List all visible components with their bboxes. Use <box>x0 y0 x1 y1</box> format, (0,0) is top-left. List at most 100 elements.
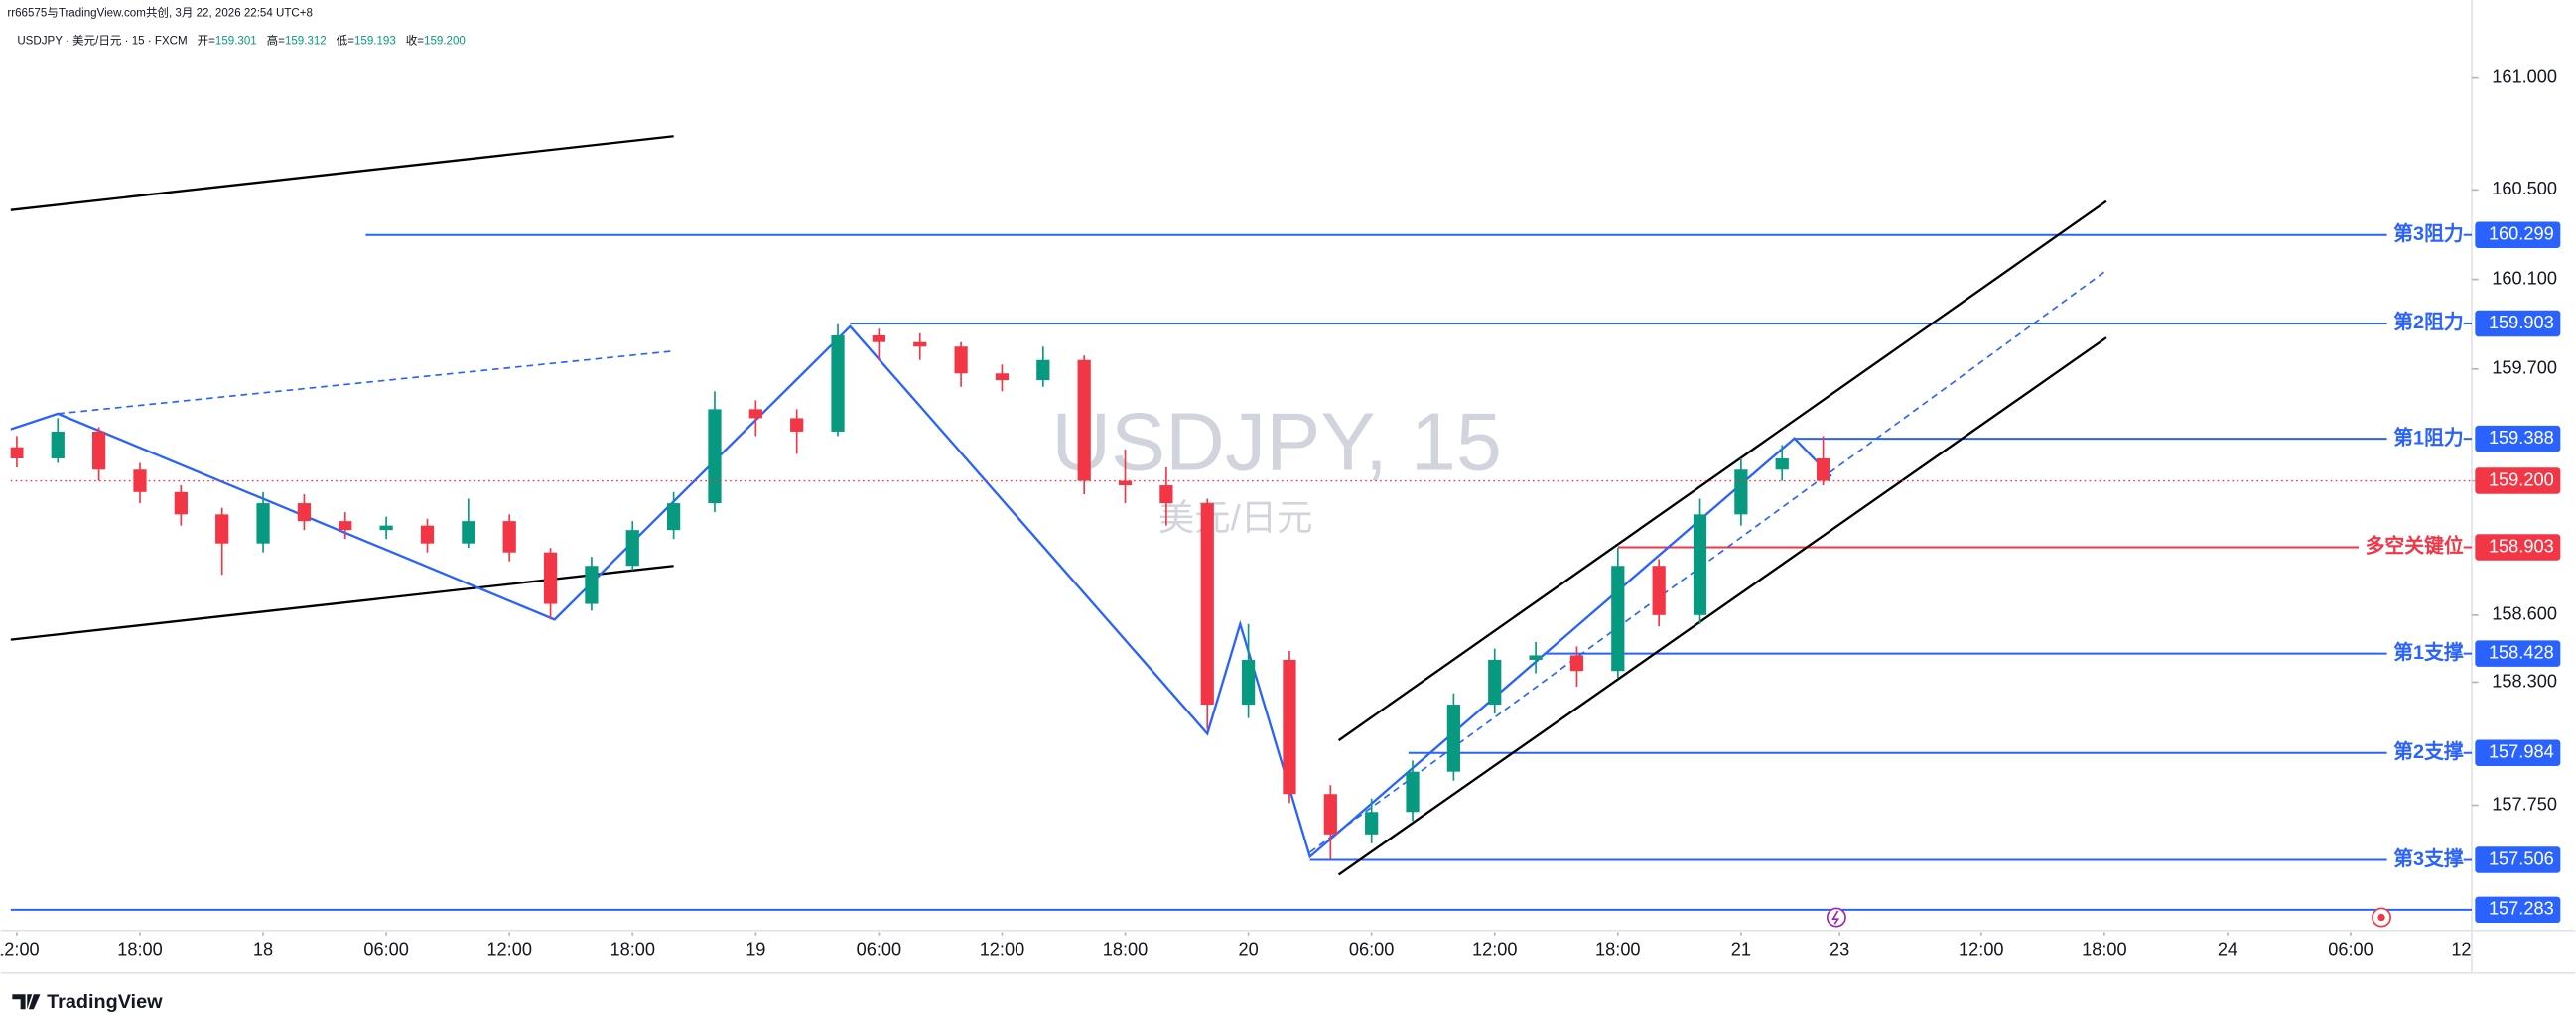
dashed-trend-line <box>1309 269 2107 853</box>
candle-body <box>1077 359 1091 481</box>
candle-body <box>1488 659 1502 706</box>
candle-body <box>1323 794 1337 835</box>
event-icon[interactable] <box>1827 907 1846 928</box>
trend-line <box>10 135 674 211</box>
x-tick-label: 18 <box>253 939 273 959</box>
y-tick-label: 157.750 <box>2492 794 2557 814</box>
x-tick-label: 12:00 <box>1472 939 1518 959</box>
candle-body <box>872 334 886 342</box>
candle-body <box>1816 457 1830 481</box>
ohlc-value: 159.301 <box>215 35 257 47</box>
candle-body <box>1446 705 1460 772</box>
y-tick-label: 160.500 <box>2492 179 2557 198</box>
candle-body <box>748 409 762 419</box>
symbol-legend: USDJPY · 美元/日元 · 15 · FXCM 开= 159.301 高= 15… <box>17 33 466 47</box>
level-name: 第2支撑 <box>2393 740 2464 763</box>
x-tick-label: 23 <box>1830 939 1849 959</box>
candle-body <box>1036 359 1050 381</box>
candle-body <box>256 503 270 544</box>
x-tick-label: 06:00 <box>857 939 902 959</box>
price-axis: 161.000 160.500 160.100 159.700 159.200 158.6… <box>2472 66 2561 924</box>
x-tick-label: 12:00 <box>486 939 532 959</box>
candle-body <box>625 530 639 567</box>
trend-line <box>10 565 674 641</box>
candle-body <box>995 373 1010 381</box>
brand-mark <box>12 994 41 1010</box>
candle-body <box>379 525 393 531</box>
candle-body <box>297 503 312 522</box>
x-tick-label: 21 <box>1731 939 1751 959</box>
ohlc-key: 开= <box>198 35 216 47</box>
candle-body <box>339 521 352 531</box>
y-tick-label: 161.000 <box>2492 66 2557 86</box>
candle-body <box>790 418 804 432</box>
x-tick-label: 18:00 <box>610 939 655 959</box>
ohlc-value: 159.312 <box>285 35 327 47</box>
candle-body <box>666 503 681 531</box>
last-price-box <box>2475 467 2561 494</box>
level-price-label: 158.903 <box>2489 536 2554 556</box>
candle-body <box>585 566 599 604</box>
level-price-box <box>2475 534 2561 561</box>
x-tick-label: 12:00 <box>980 939 1025 959</box>
last-price-label: 159.200 <box>2489 469 2554 489</box>
y-tick-label: 158.600 <box>2492 604 2557 624</box>
x-tick-label: 18:00 <box>117 939 163 959</box>
candle-body <box>502 521 516 553</box>
level-name: 第3阻力 <box>2393 222 2464 245</box>
candle-body <box>1611 566 1625 672</box>
watermark-title: USDJPY, 15 <box>1051 395 1502 487</box>
x-tick-label: 06:00 <box>1349 939 1395 959</box>
level-price-label: 158.428 <box>2489 642 2554 662</box>
x-tick-label: 12:00 <box>1959 939 2004 959</box>
level-name: 第3支撑 <box>2393 847 2464 870</box>
level-price-box <box>2475 221 2561 248</box>
candle-body <box>1241 659 1256 706</box>
time-axis: 12:00 18:00 18 06:00 12:00 18:00 19 06:00 12:00 1… <box>1 932 2497 959</box>
x-tick-label: 18:00 <box>1595 939 1641 959</box>
brand-logo: TradingView <box>12 991 163 1013</box>
level-price-box <box>2475 310 2561 337</box>
candle-body <box>543 552 558 604</box>
x-tick-label: 24 <box>2218 939 2237 959</box>
x-tick-label: 12:00 <box>2451 939 2497 959</box>
trend-line <box>1337 336 2107 876</box>
watermark-subtitle: 美元/日元 <box>1158 497 1313 538</box>
y-tick-label: 160.100 <box>2492 268 2557 288</box>
level-price-box <box>2475 739 2561 766</box>
candle-body <box>1365 812 1379 835</box>
level-price-label: 157.506 <box>2489 848 2554 868</box>
candle-body <box>420 525 435 544</box>
x-tick-label: 18:00 <box>1103 939 1149 959</box>
x-tick-label: 06:00 <box>2328 939 2373 959</box>
ohlc-key: 高= <box>267 33 286 47</box>
candle-body <box>462 521 475 544</box>
x-tick-label: 06:00 <box>363 939 409 959</box>
candle-body <box>1159 485 1173 504</box>
event-icon-bolt <box>1831 910 1840 925</box>
level-price-label: 157.984 <box>2489 742 2554 762</box>
ohlc-value: 159.193 <box>354 35 396 47</box>
candle-body <box>1200 503 1214 706</box>
candle-body <box>913 341 927 347</box>
level-name: 第1阻力 <box>2393 426 2464 449</box>
trend-line <box>10 324 1832 859</box>
ohlc-key: 收= <box>406 33 425 47</box>
ohlc-value: 159.200 <box>424 35 466 47</box>
candle-body <box>1529 655 1543 660</box>
y-tick-label: 158.300 <box>2492 671 2557 691</box>
level-price-label: 160.299 <box>2489 224 2554 244</box>
brand-name: TradingView <box>47 991 163 1013</box>
level-price-box <box>2475 846 2561 873</box>
plot-area <box>10 135 2473 911</box>
level-price-box <box>2475 896 2561 924</box>
symbol: USDJPY · 美元/日元 · 15 · FXCM <box>17 33 187 47</box>
candle-body <box>1734 469 1748 515</box>
candle-body <box>215 514 229 544</box>
level-price-label: 159.388 <box>2489 428 2554 448</box>
level-price-box <box>2475 640 2561 667</box>
candle-body <box>1569 655 1584 672</box>
candle-body <box>1693 514 1707 615</box>
level-price-box <box>2475 425 2561 452</box>
